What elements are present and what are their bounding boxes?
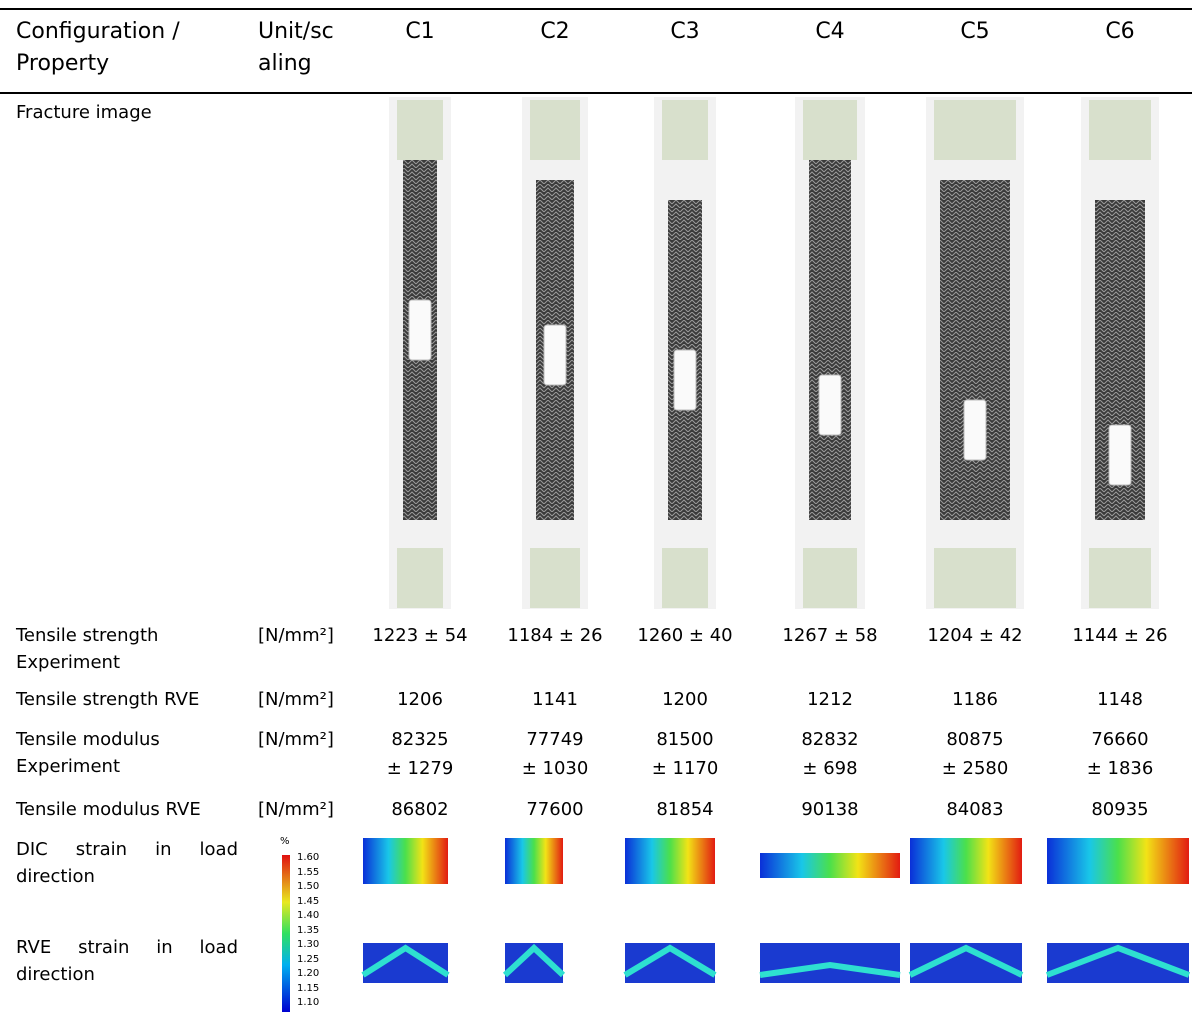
- header-cell: C1: [405, 19, 435, 44]
- colorbar-tick: 1.15: [297, 982, 320, 994]
- tab: [803, 548, 857, 608]
- colorbar-unit: %: [280, 836, 290, 847]
- value-cell: ± 698: [802, 758, 858, 779]
- value-cell: ± 2580: [941, 758, 1009, 779]
- colorbar: [282, 855, 290, 1012]
- header-cell: C5: [960, 19, 990, 44]
- rve-band: [759, 961, 901, 978]
- colorbar-tick: 1.40: [297, 910, 320, 921]
- value-cell: ± 1030: [521, 758, 589, 779]
- rve-band: [1045, 944, 1191, 978]
- value-cell: 1260 ± 40: [637, 625, 733, 646]
- value-cell: 1148: [1097, 689, 1143, 710]
- value-cell: 82325: [391, 729, 449, 750]
- tab: [934, 100, 1016, 160]
- rve-band: [361, 944, 450, 978]
- colorbar-tick: 1.55: [297, 866, 320, 878]
- colorbar-tick: 1.25: [297, 953, 320, 965]
- value-cell: 76660: [1091, 729, 1149, 750]
- specimen: [809, 160, 851, 520]
- value-cell: 1206: [397, 689, 443, 710]
- value-cell: 1186: [952, 689, 998, 710]
- value-cell: ± 1279: [386, 758, 454, 779]
- tab: [397, 548, 443, 608]
- header-cell: C2: [540, 19, 570, 44]
- tab: [397, 100, 443, 160]
- label-sticker: [963, 399, 987, 461]
- tab: [1089, 548, 1151, 608]
- tab: [662, 548, 708, 608]
- label-sticker: [408, 299, 432, 361]
- dic-map: [1047, 838, 1189, 884]
- value-cell: 77749: [526, 729, 584, 750]
- header-cell: C3: [670, 19, 700, 44]
- value-cell: 86802: [391, 799, 449, 820]
- dic-map: [910, 838, 1022, 884]
- colorbar-tick: 1.45: [297, 895, 320, 907]
- header-cell: C6: [1105, 19, 1135, 44]
- value-cell: 82832: [801, 729, 859, 750]
- value-cell: 80935: [1091, 799, 1149, 820]
- value-cell: 81500: [656, 729, 714, 750]
- header-cell: Unit/sc aling: [258, 19, 334, 76]
- label-sticker: [543, 324, 567, 386]
- header-rule: [0, 92, 1192, 94]
- tab: [530, 548, 580, 608]
- tab: [1089, 100, 1151, 160]
- header-cell: C4: [815, 19, 845, 44]
- tab: [662, 100, 708, 160]
- rve-band: [623, 944, 717, 978]
- value-cell: 1204 ± 42: [927, 625, 1023, 646]
- top-rule: [0, 8, 1192, 10]
- value-cell: 81854: [656, 799, 714, 820]
- value-cell: 90138: [801, 799, 859, 820]
- value-cell: 1144 ± 26: [1072, 625, 1168, 646]
- label-sticker: [673, 349, 697, 411]
- value-cell: 1200: [662, 689, 708, 710]
- value-cell: ± 1170: [651, 758, 719, 779]
- row-label: Tensile modulus RVE: [16, 799, 201, 820]
- row-label: Tensile strength Experiment: [16, 625, 159, 673]
- colorbar-tick: 1.10: [297, 997, 320, 1008]
- value-cell: 1212: [807, 689, 853, 710]
- rve-band: [502, 943, 566, 978]
- dic-map: [625, 838, 715, 884]
- unit: [N/mm²]: [258, 729, 334, 750]
- tab: [934, 548, 1016, 608]
- unit: [N/mm²]: [258, 625, 334, 646]
- value-cell: 1141: [532, 689, 578, 710]
- row-label: Tensile modulus Experiment: [16, 729, 160, 777]
- colorbar-tick: 1.50: [297, 881, 320, 892]
- dic-map: [760, 853, 900, 878]
- rve-band: [908, 944, 1024, 978]
- dic-map: [363, 838, 448, 884]
- unit: [N/mm²]: [258, 689, 334, 710]
- row-label: Tensile strength RVE: [16, 689, 200, 710]
- tab: [530, 100, 580, 160]
- value-cell: 84083: [946, 799, 1004, 820]
- label-sticker: [1108, 424, 1132, 486]
- value-cell: 77600: [526, 799, 584, 820]
- value-cell: 1184 ± 26: [507, 625, 603, 646]
- colorbar-tick: 1.30: [297, 939, 320, 950]
- header-cell: Configuration / Property: [16, 19, 180, 76]
- specimen: [940, 180, 1010, 520]
- label-sticker: [818, 374, 842, 436]
- colorbar-tick: 1.35: [297, 924, 320, 936]
- value-cell: 80875: [946, 729, 1004, 750]
- row-label: Fracture image: [16, 102, 152, 123]
- colorbar-tick: 1.20: [297, 968, 320, 979]
- unit: [N/mm²]: [258, 799, 334, 820]
- row-label: DIC strain in load direction: [16, 839, 238, 887]
- value-cell: 1267 ± 58: [782, 625, 878, 646]
- row-label: RVE strain in load direction: [16, 937, 238, 985]
- dic-map: [505, 838, 563, 884]
- value-cell: ± 1836: [1086, 758, 1154, 779]
- value-cell: 1223 ± 54: [372, 625, 468, 646]
- tab: [803, 100, 857, 160]
- colorbar-tick: 1.60: [297, 852, 320, 863]
